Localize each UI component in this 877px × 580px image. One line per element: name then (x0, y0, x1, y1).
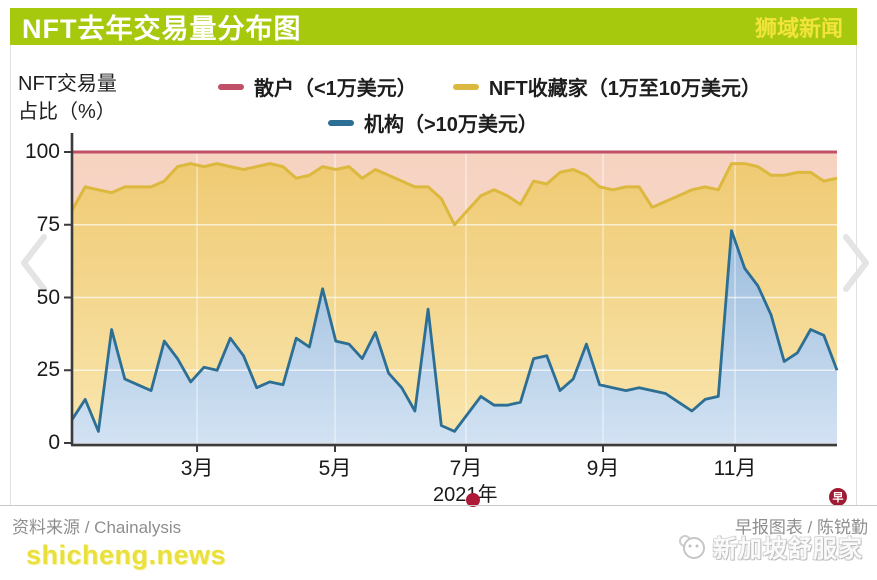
mascot-icon (679, 534, 705, 559)
footer-divider (0, 505, 877, 506)
chart-credit: 早报图表 / 陈锐勤 (734, 518, 868, 537)
y-tick-label: 75 (36, 212, 60, 236)
y-axis-title-line2: 占比（%） (18, 101, 116, 123)
site-badge: 狮域新闻 (754, 15, 843, 41)
collector-line-swatch (452, 83, 479, 90)
x-tick-label: 7月 (449, 457, 483, 480)
red-dot-marker (466, 493, 480, 507)
legend-row-1: 散户（<1万美元） NFT收藏家（1万至10万美元） (218, 72, 761, 101)
y-tick-label: 50 (36, 285, 60, 309)
y-axis-title: NFT交易量 占比（%） (18, 70, 117, 126)
x-tick-label: 3月 (180, 457, 214, 480)
next-arrow-icon[interactable] (840, 232, 872, 294)
page-title: NFT去年交易量分布图 (22, 14, 302, 44)
institution-line-swatch (328, 119, 354, 126)
legend-item-retail: 散户（<1万美元） (218, 72, 417, 101)
x-axis-year-label: 2021年 (433, 484, 498, 506)
source-credit: 资料来源 / Chainalysis (12, 518, 182, 537)
y-tick-label: 0 (48, 431, 60, 454)
legend-label-retail: 散户（<1万美元） (254, 78, 417, 100)
y-tick-label: 100 (24, 140, 60, 163)
legend-row-2: 机构（>10万美元） (328, 108, 538, 137)
watermark-shicheng: shicheng.news (26, 540, 227, 570)
zaobao-logo: 早 (829, 488, 847, 506)
watermark-right-text: 新加坡舒服家 (713, 536, 863, 563)
header-bar: NFT去年交易量分布图 狮域新闻 (10, 8, 857, 45)
watermark-right: 新加坡舒服家 (676, 529, 863, 564)
legend-item-collector: NFT收藏家（1万至10万美元） (452, 72, 762, 101)
y-axis-title-line1: NFT交易量 (18, 73, 117, 95)
x-tick-label: 9月 (586, 457, 620, 480)
x-tick-label: 11月 (713, 457, 757, 480)
legend-label-collector: NFT收藏家（1万至10万美元） (488, 78, 762, 100)
legend-label-institution: 机构（>10万美元） (364, 114, 538, 136)
y-tick-label: 25 (36, 358, 60, 382)
retail-line-swatch (218, 83, 244, 90)
x-tick-label: 5月 (318, 457, 352, 480)
legend-item-institution: 机构（>10万美元） (328, 108, 538, 137)
prev-arrow-icon[interactable] (18, 232, 50, 294)
